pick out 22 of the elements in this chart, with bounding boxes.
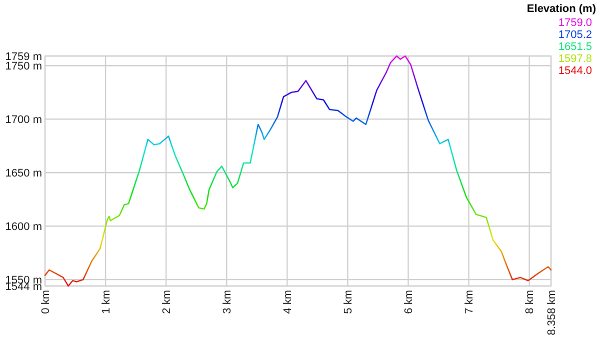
text: 1544.0: [558, 65, 592, 77]
x-tick-label: 6 km: [403, 290, 416, 314]
y-tick-label: 1600 m: [5, 220, 42, 233]
x-tick-label: 3 km: [221, 290, 234, 314]
y-tick-label: 1750 m: [5, 60, 42, 72]
x-tick-label: 0 km: [40, 290, 52, 314]
text: 1651.5: [558, 41, 592, 53]
y-tick-label: 1700 m: [5, 114, 42, 126]
text: 1597.8: [558, 53, 592, 65]
text: 1759.0: [558, 17, 592, 29]
x-tick-label: 5 km: [342, 290, 355, 314]
x-tick-label: 8 km: [524, 290, 536, 314]
chart-title: Elevation (m): [526, 3, 596, 15]
y-tick-label: 1650 m: [5, 167, 42, 180]
line-series: [44, 55, 552, 287]
x-tick-label: 4 km: [282, 290, 294, 314]
x-tick-label: 2 km: [160, 290, 173, 314]
x-tick-label: 7 km: [464, 290, 476, 314]
y-tick-label: 1759 m: [5, 50, 42, 63]
x-tick-label: 1 km: [100, 290, 112, 314]
x-tick-label: 8.358 km: [546, 290, 558, 336]
text: 1705.2: [558, 29, 592, 41]
